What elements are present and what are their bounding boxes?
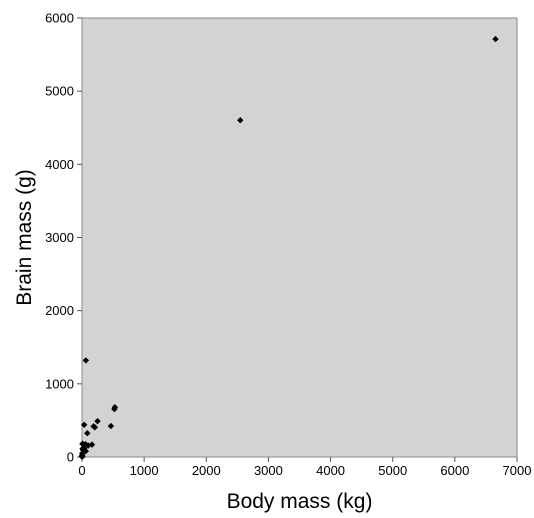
y-axis-title: Brain mass (g) bbox=[13, 169, 36, 306]
x-tick-label: 1000 bbox=[130, 463, 159, 478]
y-tick-label: 5000 bbox=[45, 84, 74, 99]
y-tick-label: 4000 bbox=[45, 157, 74, 172]
x-tick-label: 0 bbox=[78, 463, 85, 478]
data-point bbox=[82, 357, 90, 364]
x-axis-title: Body mass (kg) bbox=[227, 490, 373, 513]
data-point bbox=[237, 117, 244, 124]
data-point bbox=[79, 446, 87, 454]
x-tick-label: 4000 bbox=[316, 463, 345, 478]
x-tick-label: 7000 bbox=[503, 463, 532, 478]
y-tick-label: 3000 bbox=[45, 230, 74, 245]
data-point bbox=[79, 453, 86, 460]
x-tick-label: 3000 bbox=[254, 463, 283, 478]
data-point bbox=[82, 440, 89, 448]
y-tick-label: 2000 bbox=[45, 303, 74, 318]
y-tick-label: 1000 bbox=[45, 376, 74, 391]
data-point bbox=[90, 423, 97, 430]
data-point bbox=[94, 417, 101, 425]
data-point bbox=[79, 440, 86, 448]
data-point bbox=[107, 422, 115, 430]
x-axis: 0 1000 2000 3000 4000 5000 6000 7000 bbox=[78, 457, 531, 478]
data-points bbox=[78, 35, 499, 461]
data-point bbox=[85, 442, 92, 449]
data-point bbox=[80, 421, 88, 429]
x-tick-label: 2000 bbox=[192, 463, 221, 478]
data-point bbox=[492, 35, 499, 43]
x-tick-label: 6000 bbox=[440, 463, 469, 478]
data-point bbox=[84, 430, 91, 437]
y-tick-label: 0 bbox=[67, 450, 74, 465]
x-tick-label: 5000 bbox=[378, 463, 407, 478]
data-point bbox=[111, 404, 119, 411]
plot-area bbox=[81, 17, 518, 458]
y-axis: 0 1000 2000 3000 4000 5000 6000 bbox=[45, 11, 82, 465]
y-tick-label: 6000 bbox=[45, 11, 74, 26]
